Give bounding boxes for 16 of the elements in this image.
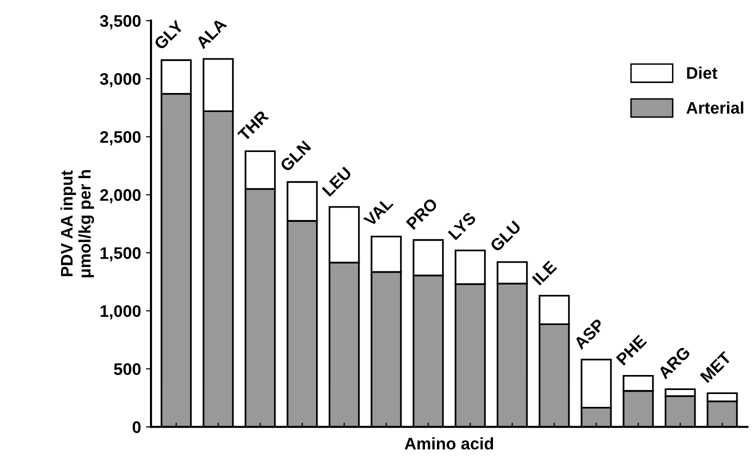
x-tick-label: LYS	[448, 211, 477, 240]
y-tick-label: 1,500	[100, 247, 141, 262]
y-tick-label: 0	[132, 421, 141, 434]
x-axis-title: Amino acid	[404, 437, 494, 450]
legend-label: Diet	[687, 66, 718, 79]
x-tick-label: VAL	[363, 196, 394, 228]
y-tick-label: 3,500	[100, 15, 141, 30]
y-tick-label: 2,500	[100, 131, 141, 146]
x-tick-label: THR	[237, 110, 270, 142]
y-tick-label: 3,000	[100, 73, 141, 88]
y-tick-label: 2,000	[100, 189, 141, 204]
y-tick-label: 500	[114, 363, 141, 376]
x-tick-label: ILE	[532, 260, 558, 286]
y-tick-label: 1,000	[100, 305, 141, 320]
y-axis-title: PDV AA input μmol/kg per h	[60, 170, 94, 278]
legend-label: Arterial	[686, 102, 744, 114]
